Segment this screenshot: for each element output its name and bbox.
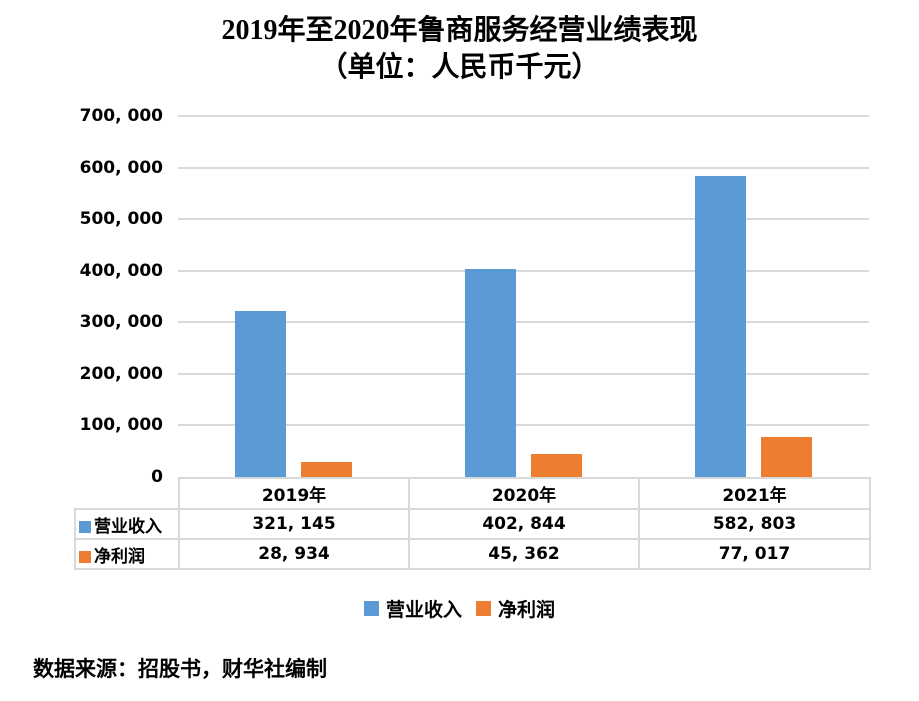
legend-item-revenue: 营业收入 — [363, 595, 462, 622]
gridline — [178, 218, 869, 221]
y-axis-tick: 0 — [151, 467, 163, 487]
chart-legend: 营业收入 净利润 — [0, 595, 919, 622]
category-header: 2021年 — [638, 477, 871, 510]
table-row-revenue: 营业收入 321, 145 402, 844 582, 803 — [74, 508, 871, 540]
legend-label-revenue: 营业收入 — [385, 600, 462, 621]
y-axis-tick: 500, 000 — [79, 209, 163, 230]
gridline — [178, 115, 869, 117]
table-cell-net-profit-2020: 45, 362 — [408, 538, 640, 570]
data-table: 2019年 2020年 2021年 营业收入 321, 145 402, 844… — [74, 477, 871, 570]
bar-net-profit-2019年 — [300, 462, 352, 477]
net-profit-legend-swatch-icon — [476, 601, 491, 616]
gridline — [178, 372, 869, 375]
net-profit-swatch-icon — [79, 550, 91, 563]
table-cell-net-profit-2019: 28, 934 — [178, 538, 410, 570]
series-name-net-profit: 净利润 — [94, 546, 145, 566]
y-axis-tick: 300, 000 — [79, 312, 163, 333]
bar-net-profit-2020年 — [531, 453, 582, 477]
gridline — [178, 269, 869, 272]
gridline — [178, 321, 869, 324]
revenue-legend-swatch-icon — [363, 601, 379, 616]
series-name-revenue: 营业收入 — [94, 516, 162, 536]
bar-net-profit-2021年 — [761, 437, 813, 477]
series-label-revenue: 营业收入 — [74, 508, 180, 540]
y-axis-tick: 100, 000 — [79, 415, 163, 436]
table-cell-revenue-2021: 582, 803 — [638, 508, 871, 540]
bar-revenue-2021年 — [695, 176, 747, 477]
plot-area — [178, 115, 869, 477]
y-axis-tick: 600, 000 — [79, 157, 163, 178]
table-row-net-profit: 净利润 28, 934 45, 362 77, 017 — [74, 538, 871, 570]
y-axis-tick: 200, 000 — [79, 363, 163, 384]
y-axis-tick: 700, 000 — [79, 106, 163, 126]
category-header: 2020年 — [408, 477, 640, 510]
source-note: 数据来源：招股书，财华社编制 — [33, 657, 327, 681]
chart-title: 2019年至2020年鲁商服务经营业绩表现 （单位：人民币千元） — [0, 12, 919, 86]
y-axis-tick: 400, 000 — [79, 260, 163, 281]
series-label-net-profit: 净利润 — [74, 538, 180, 570]
legend-label-net-profit: 净利润 — [498, 600, 556, 621]
gridline — [178, 166, 869, 169]
gridline — [178, 424, 869, 427]
category-header: 2019年 — [178, 477, 410, 510]
revenue-swatch-icon — [79, 520, 91, 533]
table-cell-revenue-2020: 402, 844 — [408, 508, 640, 540]
table-blank-cell — [75, 478, 179, 509]
table-header-row: 2019年 2020年 2021年 — [75, 477, 871, 510]
bar-revenue-2019年 — [234, 311, 286, 477]
table-cell-revenue-2019: 321, 145 — [178, 508, 410, 540]
legend-item-net-profit: 净利润 — [476, 595, 555, 622]
chart-title-line1: 2019年至2020年鲁商服务经营业绩表现 — [221, 15, 698, 46]
table-cell-net-profit-2021: 77, 017 — [638, 538, 871, 570]
chart-title-line2: （单位：人民币千元） — [319, 52, 600, 83]
bar-revenue-2020年 — [465, 269, 516, 477]
